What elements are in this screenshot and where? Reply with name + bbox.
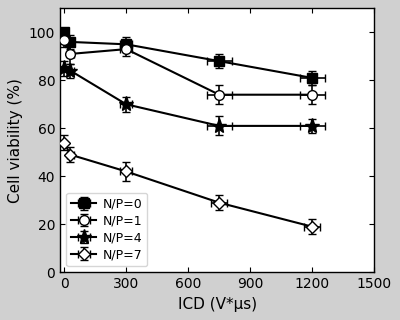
X-axis label: ICD (V*μs): ICD (V*μs) [178,297,257,312]
Y-axis label: Cell viability (%): Cell viability (%) [8,78,23,203]
Legend: N/P=0, N/P=1, N/P=4, N/P=7: N/P=0, N/P=1, N/P=4, N/P=7 [66,193,147,266]
